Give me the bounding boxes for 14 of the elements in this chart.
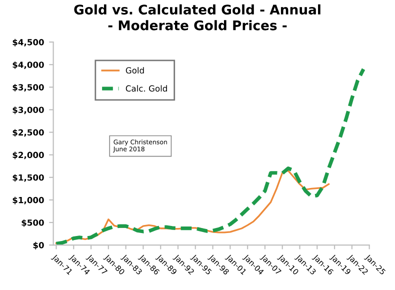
y-tick-label: $2,000 xyxy=(12,152,44,160)
y-tick-label: $1,500 xyxy=(12,174,44,182)
y-tick-label: $500 xyxy=(22,219,44,227)
y-tick-label: $3,500 xyxy=(12,84,44,92)
y-tick-label: $3,000 xyxy=(12,106,44,114)
chart-title: Gold vs. Calculated Gold - Annual - Moderate Gold Prices - xyxy=(74,4,320,30)
y-tick-label: $2,500 xyxy=(12,129,44,137)
legend-label: Gold xyxy=(126,67,144,74)
legend-label: Calc. Gold xyxy=(126,85,167,92)
y-tick-label: $1,000 xyxy=(12,196,44,204)
y-tick-label: $0 xyxy=(33,242,44,250)
y-tick-label: $4,000 xyxy=(12,61,44,69)
y-tick-label: $4,500 xyxy=(12,38,44,46)
line-series xyxy=(54,67,366,246)
